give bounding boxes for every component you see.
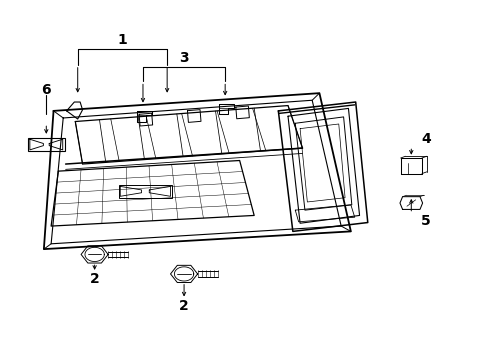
Text: 5: 5	[420, 214, 430, 228]
Text: 4: 4	[420, 131, 430, 145]
Text: 3: 3	[179, 51, 188, 66]
Text: 6: 6	[41, 82, 51, 96]
Text: 1: 1	[117, 33, 127, 47]
Bar	[119, 185, 172, 198]
Text: 2: 2	[90, 272, 99, 286]
Bar	[28, 138, 64, 151]
Text: 2: 2	[179, 299, 188, 313]
